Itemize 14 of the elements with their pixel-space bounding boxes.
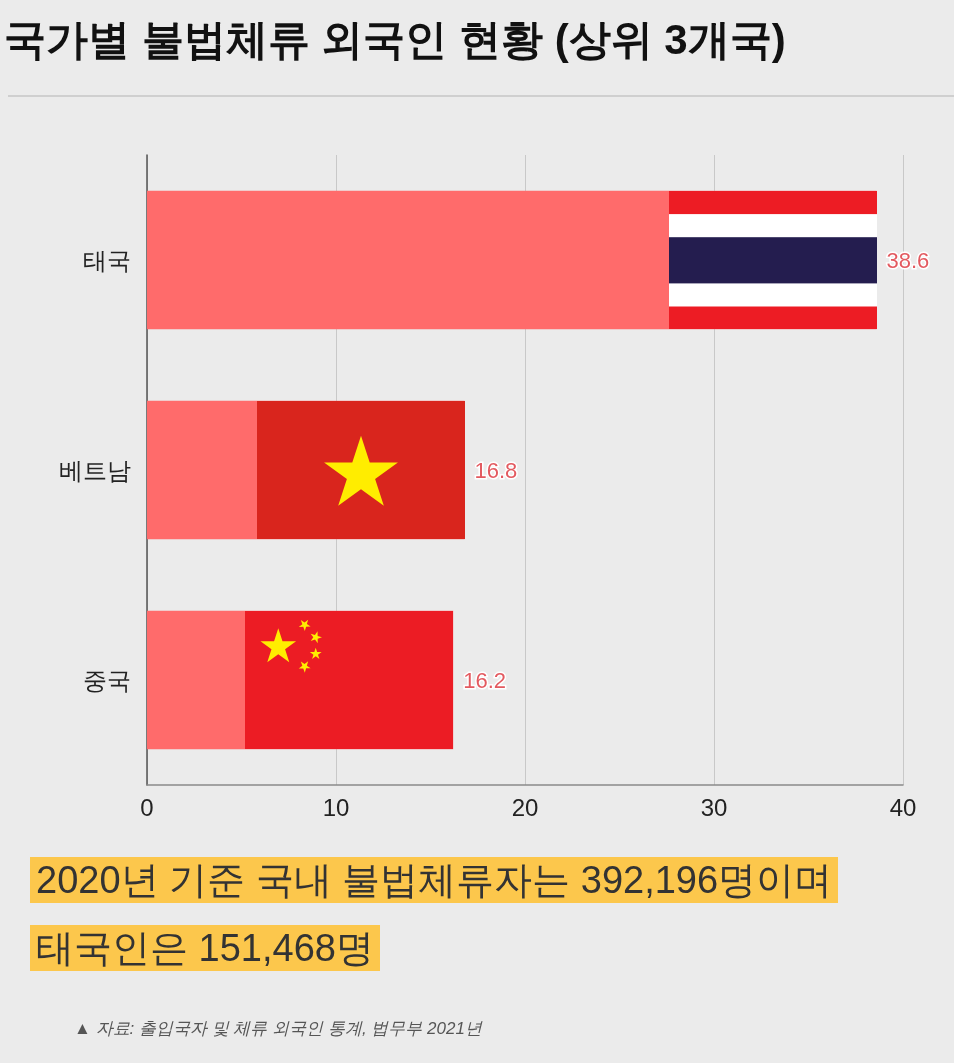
chart-title: 국가별 불법체류 외국인 현황 (상위 3개국)	[4, 15, 786, 65]
x-tick-label: 40	[889, 793, 917, 821]
x-tick-label: 0	[140, 793, 154, 821]
y-tick-label: 베트남	[59, 456, 131, 484]
data-label: 16.8	[474, 457, 518, 483]
data-label: 38.6	[886, 247, 930, 273]
y-tick-label: 태국	[83, 246, 131, 274]
text: 2020년 기준 국내 불법체류자는 392,196명이며 태국인은 151,468명	[30, 857, 839, 971]
y-tick-label: 중국	[83, 666, 131, 694]
x-tick-label: 20	[511, 793, 539, 821]
data-label: 16.2	[463, 667, 507, 693]
x-tick-label: 30	[700, 793, 728, 821]
x-tick-label: 10	[322, 793, 350, 821]
text: ▲ 자료: 출입국자 및 체류 외국인 통계, 법무부 2021년	[74, 1018, 482, 1040]
